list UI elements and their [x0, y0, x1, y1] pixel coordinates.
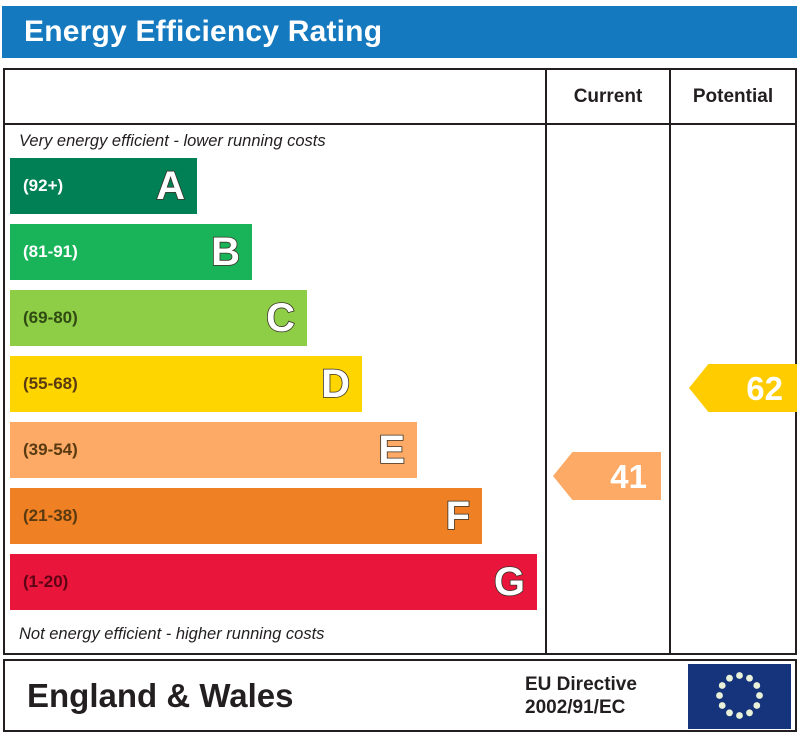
- band-range-d: (55-68): [23, 374, 78, 393]
- band-letter-g: G: [493, 560, 526, 604]
- band-row-e: (39-54) E: [10, 422, 417, 478]
- band-range-f: (21-38): [23, 506, 78, 525]
- current-rating-value: 41: [610, 457, 647, 495]
- column-divider-potential: [669, 70, 671, 653]
- arrow-shape-current: 41: [553, 452, 661, 500]
- header-divider: [5, 123, 795, 125]
- current-rating-arrow: 41: [553, 452, 661, 500]
- band-list: (92+) A (81-91) B (69-80) C (55-68) D (3…: [10, 158, 540, 618]
- column-header-current: Current: [573, 85, 643, 107]
- band-range-b: (81-91): [23, 242, 78, 261]
- footer-bar: England & Wales EU Directive 2002/91/EC: [3, 659, 797, 732]
- band-row-g: (1-20) G: [10, 554, 537, 610]
- band-letter-d: D: [320, 362, 350, 406]
- potential-rating-arrow: 62: [689, 364, 797, 412]
- chart-title-bar: Energy Efficiency Rating: [2, 6, 797, 58]
- caption-efficient: Very energy efficient - lower running co…: [19, 132, 326, 150]
- caption-inefficient: Not energy efficient - higher running co…: [19, 625, 325, 643]
- region-label: England & Wales: [27, 676, 294, 714]
- band-row-d: (55-68) D: [10, 356, 362, 412]
- potential-rating-value: 62: [746, 369, 783, 407]
- eu-directive-line1: EU Directive: [525, 673, 637, 695]
- band-range-g: (1-20): [23, 572, 69, 591]
- band-row-f: (21-38) F: [10, 488, 482, 544]
- band-row-a: (92+) A: [10, 158, 197, 214]
- eu-directive-line2: 2002/91/EC: [525, 696, 626, 718]
- eu-flag-icon: [688, 664, 791, 729]
- band-letter-b: B: [210, 230, 240, 274]
- band-letter-a: A: [155, 164, 185, 208]
- arrow-shape-potential: 62: [689, 364, 797, 412]
- band-row-b: (81-91) B: [10, 224, 252, 280]
- band-range-a: (92+): [23, 176, 64, 195]
- eu-directive-label: EU Directive 2002/91/EC: [525, 672, 637, 718]
- column-divider-current: [545, 70, 547, 653]
- band-letter-e: E: [378, 428, 406, 472]
- rating-table: Current Potential Very energy efficient …: [3, 68, 797, 655]
- band-row-c: (69-80) C: [10, 290, 307, 346]
- band-range-c: (69-80): [23, 308, 78, 327]
- band-letter-f: F: [445, 494, 471, 538]
- page-title: Energy Efficiency Rating: [24, 15, 383, 48]
- column-header-potential: Potential: [692, 85, 774, 107]
- band-letter-c: C: [265, 296, 295, 340]
- band-range-e: (39-54): [23, 440, 78, 459]
